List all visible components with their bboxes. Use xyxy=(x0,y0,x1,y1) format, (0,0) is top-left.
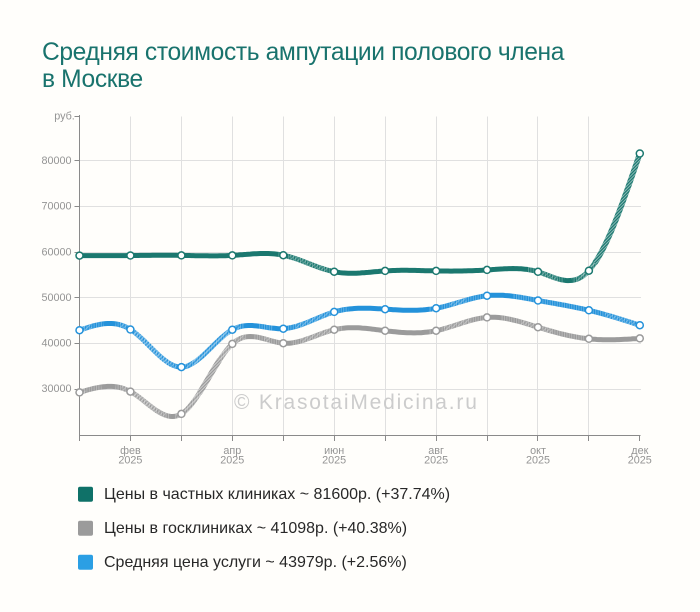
svg-text:2025: 2025 xyxy=(118,455,142,467)
svg-text:июн: июн xyxy=(324,445,344,457)
svg-text:апр: апр xyxy=(223,445,241,457)
svg-text:дек: дек xyxy=(631,445,648,457)
svg-text:80000: 80000 xyxy=(41,155,71,167)
svg-text:© KrasotaiMedicina.ru: © KrasotaiMedicina.ru xyxy=(234,391,479,414)
svg-text:фев: фев xyxy=(120,445,141,457)
svg-text:2025: 2025 xyxy=(322,455,346,467)
svg-text:2025: 2025 xyxy=(424,455,448,467)
svg-text:30000: 30000 xyxy=(41,383,71,395)
svg-text:2025: 2025 xyxy=(526,455,550,467)
svg-text:50000: 50000 xyxy=(41,292,71,304)
svg-text:60000: 60000 xyxy=(41,246,71,258)
svg-text:2025: 2025 xyxy=(220,455,244,467)
svg-text:40000: 40000 xyxy=(41,338,71,350)
svg-text:2025: 2025 xyxy=(628,455,652,467)
svg-text:70000: 70000 xyxy=(41,201,71,213)
svg-text:окт: окт xyxy=(530,445,546,457)
svg-text:руб.: руб. xyxy=(54,110,75,122)
svg-text:авг: авг xyxy=(428,445,444,457)
